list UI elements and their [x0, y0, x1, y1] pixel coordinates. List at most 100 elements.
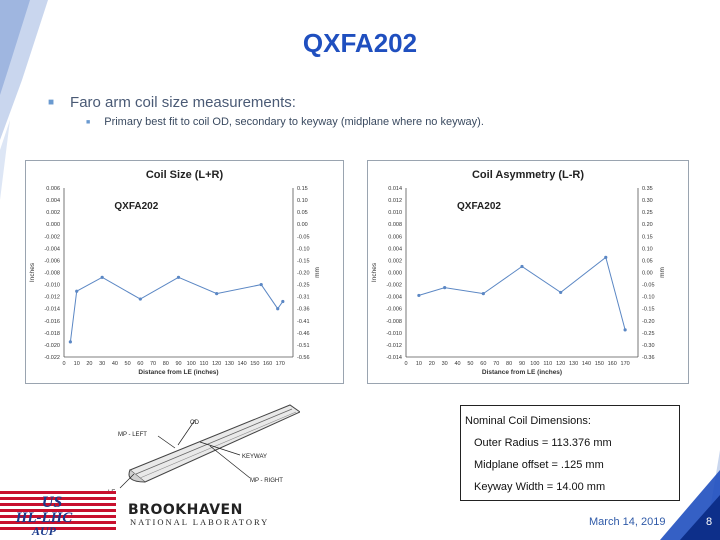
y-tick-label: 0.004 — [46, 198, 60, 204]
y-tick-label: -0.012 — [44, 295, 60, 301]
y-tick-label: -0.016 — [44, 319, 60, 325]
brookhaven-logo-name: BROOKHAVEN — [128, 502, 243, 518]
x-tick-label: 70 — [150, 361, 156, 367]
nominal-midplane-offset: Midplane offset = .125 mm — [474, 459, 604, 471]
y-tick-label: 0.014 — [388, 186, 402, 192]
y2-tick-label: -0.05 — [642, 283, 655, 289]
data-point — [417, 293, 421, 298]
slide-date: March 14, 2019 — [589, 516, 666, 528]
y-tick-label: -0.004 — [386, 295, 402, 301]
bullet-main-text: Faro arm coil size measurements: — [70, 94, 296, 111]
diagram-label-mp-left: MP - LEFT — [118, 432, 147, 438]
y2-tick-label: 0.05 — [297, 210, 308, 216]
y2-tick-label: -0.10 — [642, 295, 655, 301]
x-tick-label: 40 — [112, 361, 118, 367]
y2-tick-label: 0.35 — [642, 186, 653, 192]
y-tick-label: -0.006 — [44, 258, 60, 264]
y-tick-label: 0.000 — [388, 271, 402, 277]
x-tick-label: 90 — [175, 361, 181, 367]
y2-tick-label: 0.15 — [642, 234, 653, 240]
y2-tick-label: -0.30 — [642, 343, 655, 349]
x-tick-label: 150 — [250, 361, 259, 367]
data-point — [215, 292, 219, 296]
bullet-sub-text: Primary best fit to coil OD, secondary t… — [104, 116, 484, 128]
x-tick-label: 0 — [62, 361, 65, 367]
x-tick-label: 130 — [225, 361, 234, 367]
y-tick-label: 0.002 — [388, 258, 402, 264]
x-tick-label: 30 — [442, 361, 448, 367]
x-tick-label: 160 — [608, 361, 617, 367]
x-tick-label: 0 — [404, 361, 407, 367]
x-axis-label: Distance from LE (inches) — [482, 369, 562, 376]
x-tick-label: 20 — [86, 361, 92, 367]
y-tick-label: -0.014 — [386, 355, 402, 361]
x-tick-label: 160 — [263, 361, 272, 367]
y-tick-label: 0.002 — [46, 210, 60, 216]
x-tick-label: 50 — [125, 361, 131, 367]
y-tick-label: -0.010 — [44, 283, 60, 289]
coil-size-chart-svg: Coil Size (L+R) QXFA202 0.006 0.15 0.004 0.10… — [29, 169, 321, 376]
y-tick-label: -0.008 — [386, 319, 402, 325]
data-point — [68, 340, 72, 344]
y-tick-label: -0.020 — [44, 343, 60, 349]
coil-asymmetry-chart: Coil Asymmetry (L-R) QXFA202 0.014 0.35 0.01… — [367, 160, 689, 384]
x-axis-label: Distance from LE (inches) — [138, 369, 218, 376]
chart-annotation: QXFA202 — [457, 201, 501, 212]
y2-tick-label: -0.10 — [297, 246, 310, 252]
brookhaven-logo-subtitle: NATIONAL LABORATORY — [130, 517, 270, 527]
coil-diagram: OD MP - LEFT KEYWAY MP - RIGHT LE — [108, 404, 300, 496]
corner-decoration-bottom — [660, 450, 720, 540]
y-tick-label: -0.002 — [44, 234, 60, 240]
nominal-outer-radius: Outer Radius = 113.376 mm — [474, 437, 612, 449]
x-tick-label: 90 — [519, 361, 525, 367]
data-point — [276, 307, 280, 311]
x-tick-label: 60 — [480, 361, 486, 367]
x-tick-label: 60 — [137, 361, 143, 367]
data-point — [443, 285, 447, 290]
y-tick-label: -0.018 — [44, 331, 60, 337]
y2-tick-label: -0.15 — [642, 307, 655, 313]
y2-tick-label: 0.10 — [297, 198, 308, 204]
data-point — [481, 292, 485, 296]
y2-tick-label: 0.30 — [642, 198, 653, 204]
bullet-square-icon: ■ — [86, 119, 91, 126]
x-tick-label: 170 — [276, 361, 285, 367]
coil-asymmetry-chart-svg: Coil Asymmetry (L-R) QXFA202 0.014 0.35 0.01… — [371, 169, 666, 376]
slide-title: QXFA202 — [302, 28, 418, 58]
x-tick-label: 100 — [530, 361, 539, 367]
x-tick-label: 10 — [74, 361, 80, 367]
nominal-dimensions-box: Nominal Coil Dimensions: Outer Radius = … — [460, 405, 680, 501]
y2-axis-label: mm — [314, 267, 321, 278]
y-tick-label: -0.004 — [44, 246, 60, 252]
y-tick-label: 0.006 — [46, 186, 60, 192]
y2-tick-label: 0.00 — [642, 271, 653, 277]
y-tick-label: 0.000 — [46, 222, 60, 228]
x-tick-label: 120 — [556, 361, 565, 367]
svg-text:AUP: AUP — [31, 524, 57, 537]
y-axis-label: Inches — [29, 262, 36, 282]
y-axis-label: Inches — [371, 262, 378, 282]
data-point — [559, 290, 563, 295]
x-tick-label: 110 — [200, 361, 209, 367]
y2-tick-label: -0.41 — [297, 319, 310, 325]
x-tick-label: 40 — [454, 361, 460, 367]
x-tick-label: 130 — [569, 361, 578, 367]
nominal-keyway-width: Keyway Width = 14.00 mm — [474, 481, 606, 493]
data-point — [138, 297, 142, 301]
x-tick-label: 150 — [595, 361, 604, 367]
x-tick-label: 10 — [416, 361, 422, 367]
bullet-square-icon: ■ — [48, 97, 55, 108]
y2-tick-label: 0.25 — [642, 210, 653, 216]
y2-tick-label: -0.36 — [642, 355, 655, 361]
y-tick-label: -0.002 — [386, 283, 402, 289]
x-tick-label: 140 — [582, 361, 591, 367]
y2-tick-label: -0.15 — [297, 258, 310, 264]
bullet-main: ■ Faro arm coil size measurements: — [48, 94, 296, 111]
data-point — [176, 275, 181, 279]
y-tick-label: 0.004 — [388, 246, 402, 252]
y-tick-label: -0.008 — [44, 271, 60, 277]
x-tick-label: 30 — [99, 361, 105, 367]
data-point — [259, 282, 263, 287]
data-point — [281, 299, 285, 304]
x-tick-label: 120 — [212, 361, 221, 367]
